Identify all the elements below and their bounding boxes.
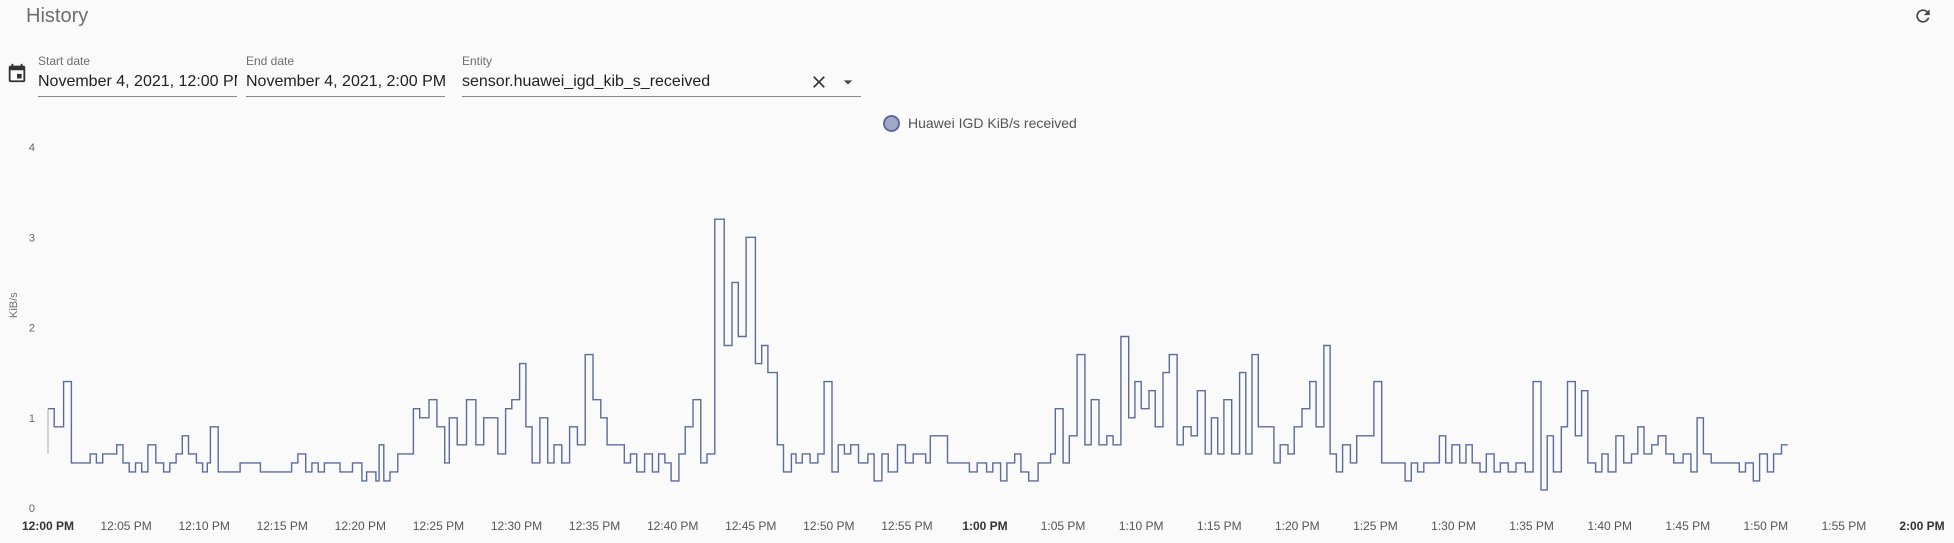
x-tick-label: 12:25 PM [413,519,464,533]
x-tick-label: 12:30 PM [491,519,542,533]
x-tick-label: 12:45 PM [725,519,776,533]
start-date-input[interactable]: November 4, 2021, 12:00 PM [38,73,237,90]
entity-field[interactable]: Entity sensor.huawei_igd_kib_s_received [462,54,861,97]
entity-dropdown-button[interactable] [838,72,858,92]
end-date-input[interactable]: November 4, 2021, 2:00 PM [246,73,445,90]
x-tick-label: 12:20 PM [335,519,386,533]
x-tick-label: 12:00 PM [22,519,74,533]
x-tick-label: 1:30 PM [1431,519,1476,533]
x-tick-label: 12:05 PM [100,519,151,533]
x-tick-label: 12:15 PM [257,519,308,533]
calendar-icon[interactable] [6,62,28,84]
legend-label: Huawei IGD KiB/s received [908,115,1077,131]
x-tick-label: 12:40 PM [647,519,698,533]
x-tick-label: 1:55 PM [1822,519,1867,533]
start-date-label: Start date [38,54,91,68]
clear-entity-button[interactable] [809,72,829,92]
entity-label: Entity [462,54,493,68]
entity-input[interactable]: sensor.huawei_igd_kib_s_received [462,73,711,90]
x-tick-label: 1:45 PM [1665,519,1710,533]
app-header: History [0,0,1954,32]
y-tick-label: 4 [29,142,35,154]
legend-swatch [883,114,900,132]
x-tick-label: 1:05 PM [1041,519,1086,533]
x-tick-label: 1:40 PM [1587,519,1632,533]
x-tick-label: 12:35 PM [569,519,620,533]
triangle-down-icon [843,80,853,85]
end-date-label: End date [246,54,295,68]
close-icon [813,76,825,88]
y-tick-label: 0 [29,503,35,515]
x-tick-label: 1:25 PM [1353,519,1398,533]
x-tick-label: 2:00 PM [1899,519,1944,533]
x-tick-label: 12:50 PM [803,519,854,533]
x-tick-label: 1:10 PM [1119,519,1164,533]
y-tick-label: 3 [29,232,35,244]
y-tick-label: 2 [29,323,35,335]
x-tick-label: 1:35 PM [1509,519,1554,533]
page-title: History [26,5,89,27]
series-line [48,218,1788,491]
x-tick-label: 1:00 PM [962,519,1007,533]
end-date-field[interactable]: End date November 4, 2021, 2:00 PM [246,54,445,97]
x-tick-label: 1:50 PM [1743,519,1788,533]
y-tick-label: 1 [29,413,35,425]
x-tick-label: 12:55 PM [881,519,932,533]
chart-legend-item[interactable]: Huawei IGD KiB/s received [883,114,1077,132]
x-tick-label: 12:10 PM [178,519,229,533]
start-date-field[interactable]: Start date November 4, 2021, 12:00 PM [38,54,237,97]
x-tick-label: 1:20 PM [1275,519,1320,533]
x-tick-label: 1:15 PM [1197,519,1242,533]
